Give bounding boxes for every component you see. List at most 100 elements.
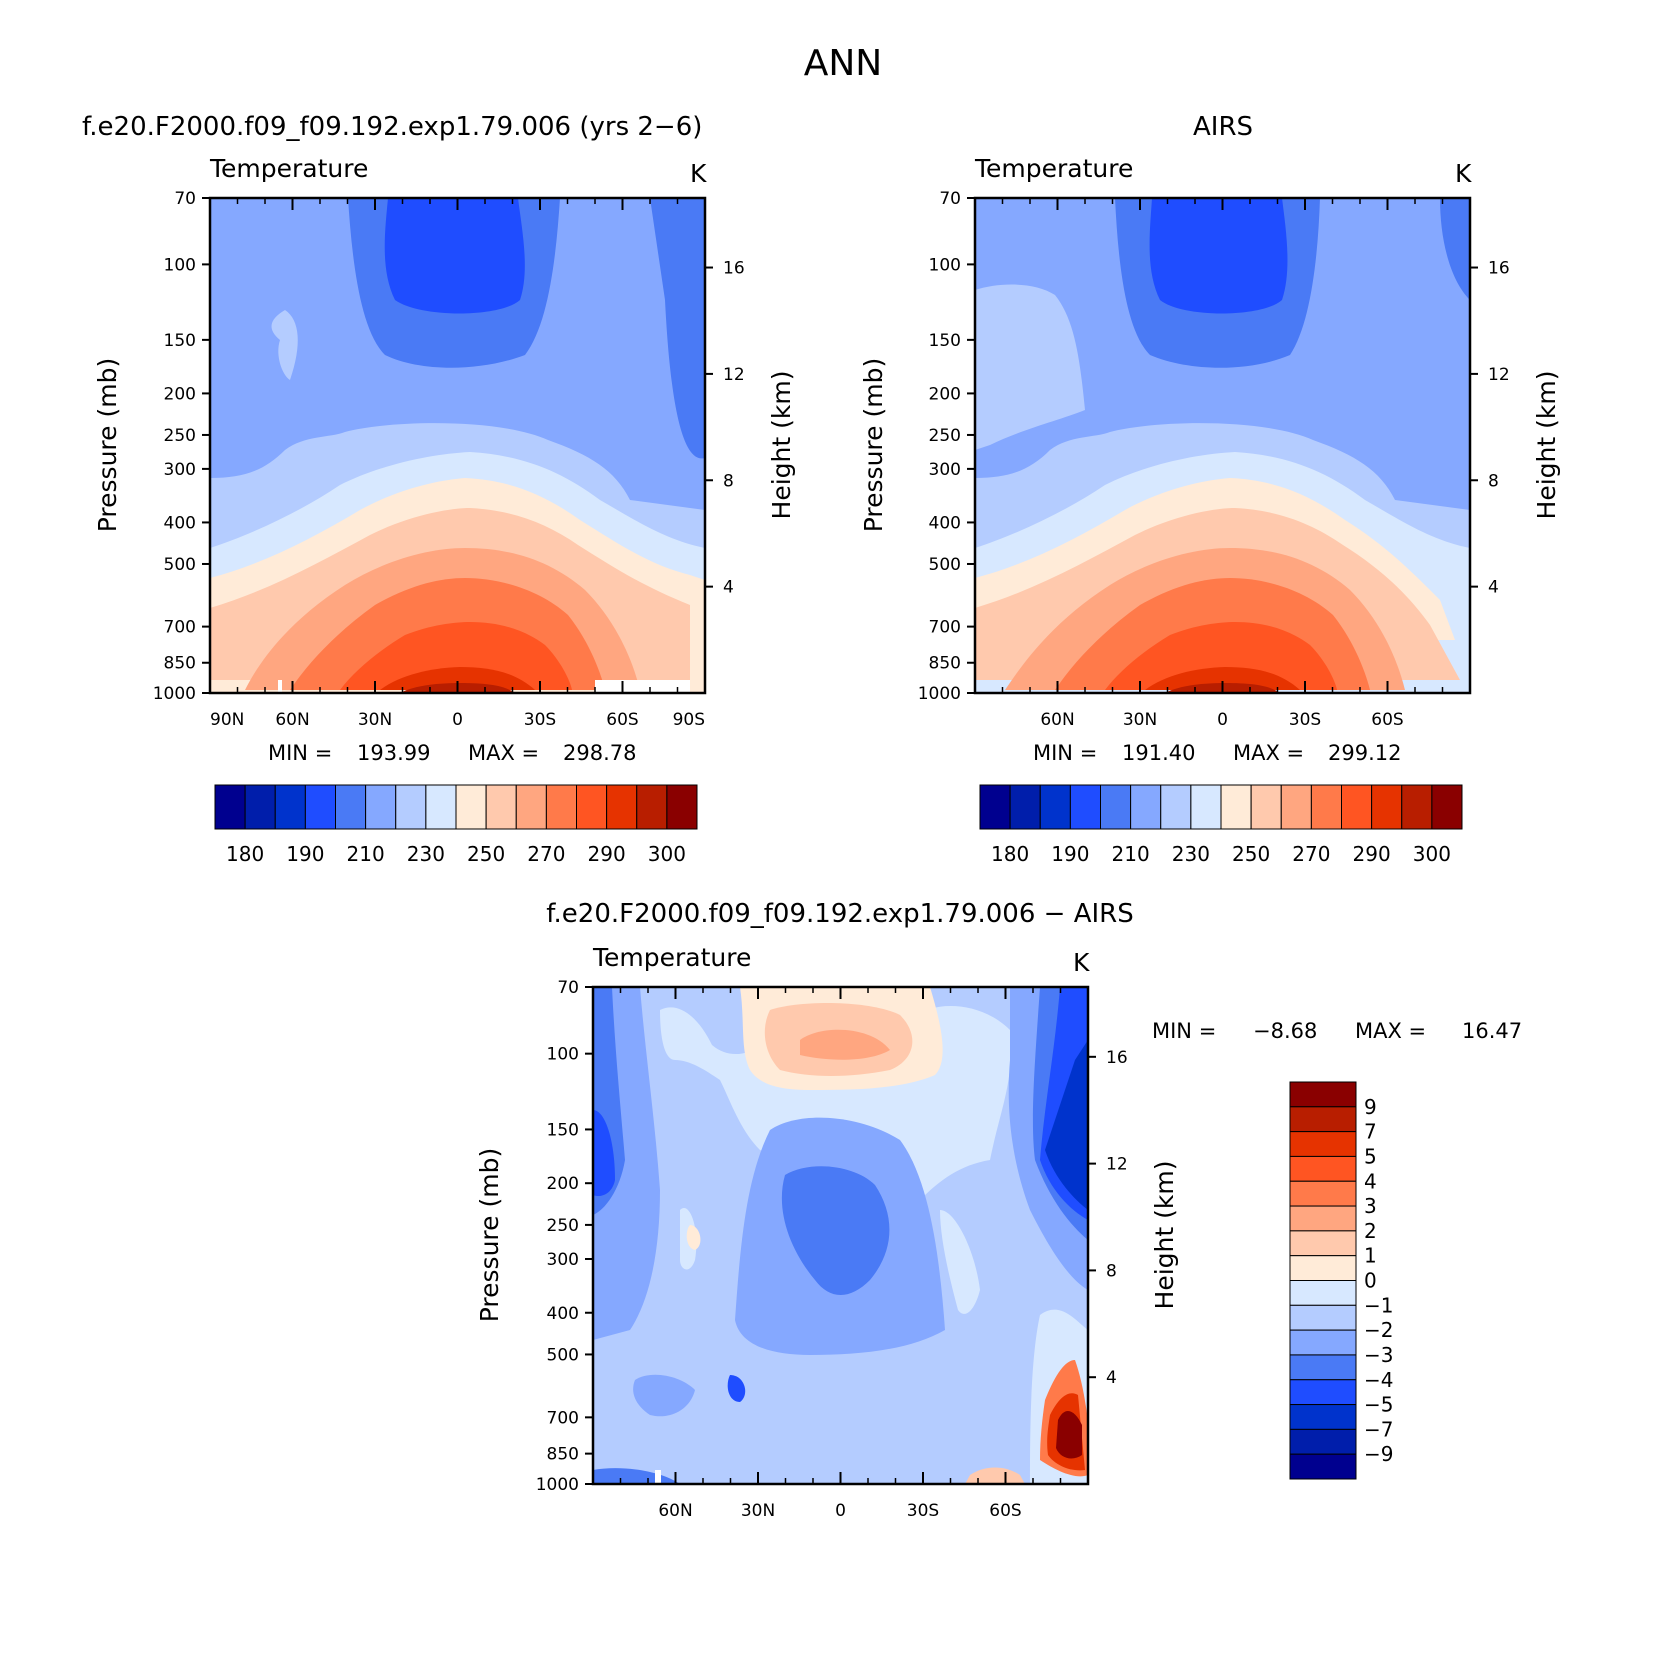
colorbar-label: −5 xyxy=(1364,1393,1393,1417)
x-tick-label: 30N xyxy=(1123,710,1157,730)
colorbar-swatch xyxy=(1009,784,1041,830)
model-contour-field xyxy=(210,198,705,693)
y-tick-label: 200 xyxy=(164,384,196,404)
model-min-label: MIN = xyxy=(268,741,332,765)
y2-tick-label: 8 xyxy=(723,471,734,491)
band-warm-5 xyxy=(1105,622,1337,690)
obs-panel: AIRS Temperature K 60N 30N 0 30S 60S 70 100 150… xyxy=(859,112,1561,866)
x-tick-label: 30S xyxy=(524,710,556,730)
diff-units-label: K xyxy=(1073,948,1090,977)
y-tick-label: 850 xyxy=(929,654,961,674)
colorbar-label: 5 xyxy=(1364,1144,1377,1168)
colorbar-label: 230 xyxy=(407,842,445,866)
y-tick-label: 100 xyxy=(929,255,961,275)
y2-tick-label: 4 xyxy=(1488,578,1499,598)
colorbar-swatch xyxy=(1280,784,1312,830)
band-minus1-0 xyxy=(940,1210,980,1314)
colorbar-label: −4 xyxy=(1364,1368,1393,1392)
y-tick-label: 100 xyxy=(547,1045,579,1065)
colorbar-swatch xyxy=(455,784,487,830)
band-minus4-minus3 xyxy=(781,1166,890,1295)
diff-y2-axis-label: Height (km) xyxy=(1150,1161,1179,1310)
colorbar-swatch xyxy=(636,784,668,830)
y-tick-label: 150 xyxy=(164,331,196,351)
colorbar-label: 4 xyxy=(1364,1169,1377,1193)
colorbar-label: 250 xyxy=(1232,842,1270,866)
y2-tick-label: 16 xyxy=(1106,1048,1128,1068)
y2-tick-label: 4 xyxy=(723,578,734,598)
x-tick-label: 60N xyxy=(275,710,309,730)
diff-min-label: MIN = xyxy=(1152,1019,1216,1043)
y-tick-label: 400 xyxy=(547,1304,579,1324)
obs-units-label: K xyxy=(1455,159,1472,188)
band-warm-5 xyxy=(340,622,572,690)
y-tick-label: 70 xyxy=(557,978,579,998)
y2-tick-label: 8 xyxy=(1106,1261,1117,1281)
colorbar-swatch xyxy=(1289,1255,1357,1281)
colorbar-swatch xyxy=(1289,1304,1357,1331)
model-panel: f.e20.F2000.f09_f09.192.exp1.79.006 (yrs… xyxy=(82,112,796,866)
obs-min-label: MIN = xyxy=(1033,741,1097,765)
x-tick-label: 0 xyxy=(452,710,463,730)
colorbar-label: −2 xyxy=(1364,1318,1393,1342)
colorbar-label: 0 xyxy=(1364,1269,1377,1293)
obs-minmax: MIN = 191.40 MAX = 299.12 xyxy=(1033,741,1401,765)
band-sh-cold xyxy=(650,198,705,459)
model-variable-label: Temperature xyxy=(209,154,368,183)
colorbar-swatch xyxy=(1100,784,1132,830)
colorbar-label: 180 xyxy=(991,842,1029,866)
colorbar-swatch xyxy=(576,784,608,830)
colorbar-swatch xyxy=(1289,1230,1357,1257)
diff-variable-label: Temperature xyxy=(592,943,751,972)
x-tick-label: 60S xyxy=(606,710,638,730)
x-tick-label: 0 xyxy=(1217,710,1228,730)
colorbar-swatch xyxy=(1190,784,1222,830)
diff-panel: f.e20.F2000.f09_f09.192.exp1.79.006 − AI… xyxy=(475,899,1522,1521)
y2-tick-label: 8 xyxy=(1488,471,1499,491)
colorbar-swatch xyxy=(335,784,367,830)
diff-max-label: MAX = xyxy=(1355,1019,1426,1043)
diff-y-axis-label: Pressure (mb) xyxy=(475,1148,504,1322)
colorbar-swatch xyxy=(1160,784,1192,830)
model-axes: 90N 60N 30N 0 30S 60S 90S 70 100 150 200 250 300 400 5… xyxy=(153,189,745,730)
y-tick-label: 1000 xyxy=(153,684,196,704)
obs-contour-field xyxy=(975,198,1470,693)
band-warm-6 xyxy=(380,667,535,690)
band-over-9 xyxy=(1056,1410,1082,1459)
obs-max-value: 299.12 xyxy=(1328,741,1401,765)
band-2-3 xyxy=(800,1029,890,1060)
colorbar-label: 230 xyxy=(1172,842,1210,866)
x-tick-label: 60S xyxy=(989,1501,1021,1521)
x-tick-label: 30S xyxy=(907,1501,939,1521)
missing-data-area xyxy=(655,1470,661,1484)
diff-panel-title: f.e20.F2000.f09_f09.192.exp1.79.006 − AI… xyxy=(546,899,1133,929)
y-tick-label: 250 xyxy=(929,426,961,446)
model-units-label: K xyxy=(690,159,707,188)
colorbar-swatch xyxy=(1310,784,1342,830)
colorbar-label: 270 xyxy=(527,842,565,866)
model-max-value: 298.78 xyxy=(563,741,636,765)
y-tick-label: 1000 xyxy=(536,1475,579,1495)
colorbar-label: 7 xyxy=(1364,1120,1377,1144)
x-tick-label: 60S xyxy=(1371,710,1403,730)
y2-tick-label: 16 xyxy=(1488,259,1510,279)
colorbar-label: 210 xyxy=(347,842,385,866)
colorbar-swatch xyxy=(1289,1329,1357,1356)
y-tick-label: 200 xyxy=(929,384,961,404)
colorbar-label: −7 xyxy=(1364,1417,1393,1441)
colorbar-swatch xyxy=(1289,1354,1357,1381)
diff-max-value: 16.47 xyxy=(1462,1019,1522,1043)
y2-tick-label: 12 xyxy=(1106,1155,1128,1175)
colorbar-swatch xyxy=(1289,1404,1357,1430)
colorbar-swatch xyxy=(425,784,457,830)
colorbar-label: 300 xyxy=(648,842,686,866)
colorbar-swatch xyxy=(365,784,397,830)
obs-max-label: MAX = xyxy=(1233,741,1304,765)
band-sh-coldest xyxy=(1045,1040,1088,1210)
y-tick-label: 150 xyxy=(929,331,961,351)
band-warm-6 xyxy=(1145,667,1300,690)
colorbar-label: 180 xyxy=(226,842,264,866)
model-max-label: MAX = xyxy=(468,741,539,765)
obs-axes: 60N 30N 0 30S 60S 70 100 150 200 250 300 400 500 700 8… xyxy=(918,189,1510,730)
colorbar-swatch xyxy=(1289,1453,1357,1480)
